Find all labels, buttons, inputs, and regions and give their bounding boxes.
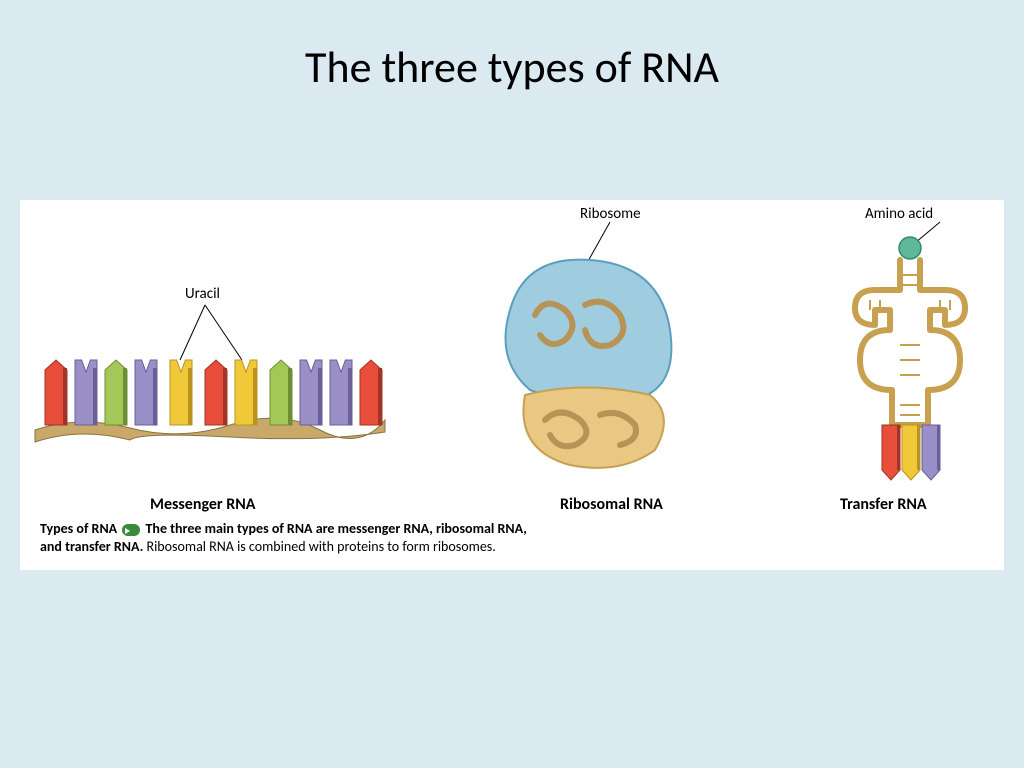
slide-title: The three types of RNA	[0, 0, 1024, 94]
caption-line2: Ribosomal RNA is combined with proteins …	[143, 538, 495, 555]
caption-line1b: and transfer RNA.	[40, 538, 143, 555]
rrna-diagram	[490, 240, 710, 490]
slide: The three types of RNA Uracil Messenger …	[0, 0, 1024, 768]
caption: Types of RNA The three main types of RNA…	[40, 520, 980, 556]
mrna-diagram	[20, 320, 400, 490]
diagram-panel: Uracil Messenger RNA Ribosome Ribosomal …	[20, 200, 1004, 570]
trna-label: Transfer RNA	[840, 495, 927, 514]
caption-line1a: The three main types of RNA are messenge…	[146, 520, 527, 537]
mrna-label: Messenger RNA	[150, 495, 255, 514]
trna-diagram	[820, 230, 980, 490]
bullet-icon	[122, 524, 140, 536]
caption-title: Types of RNA	[40, 520, 117, 537]
rrna-label: Ribosomal RNA	[560, 495, 663, 514]
